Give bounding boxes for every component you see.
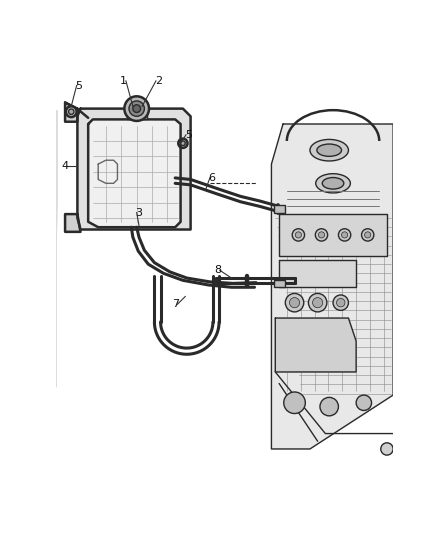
Text: 7: 7	[172, 299, 179, 309]
Polygon shape	[56, 119, 57, 308]
Polygon shape	[56, 127, 57, 383]
Polygon shape	[56, 135, 57, 296]
Polygon shape	[56, 124, 57, 302]
Circle shape	[295, 232, 301, 238]
Circle shape	[320, 398, 339, 416]
Circle shape	[339, 229, 351, 241]
Polygon shape	[56, 113, 57, 322]
Ellipse shape	[317, 144, 342, 156]
Ellipse shape	[316, 174, 350, 193]
Circle shape	[69, 109, 74, 115]
Polygon shape	[88, 119, 180, 227]
Polygon shape	[56, 110, 57, 340]
Polygon shape	[56, 110, 57, 345]
Circle shape	[178, 139, 187, 148]
Circle shape	[284, 392, 305, 414]
Polygon shape	[56, 111, 57, 328]
Polygon shape	[279, 214, 387, 256]
Circle shape	[66, 106, 77, 117]
Circle shape	[308, 294, 327, 312]
Circle shape	[313, 297, 323, 308]
Polygon shape	[56, 110, 57, 337]
Polygon shape	[56, 110, 57, 343]
Polygon shape	[56, 110, 57, 334]
Text: 5: 5	[185, 130, 192, 140]
Polygon shape	[56, 133, 57, 386]
Circle shape	[381, 443, 393, 455]
Polygon shape	[56, 113, 57, 360]
Polygon shape	[56, 115, 57, 317]
Polygon shape	[56, 119, 57, 374]
Polygon shape	[56, 114, 57, 362]
Polygon shape	[56, 141, 57, 387]
Polygon shape	[56, 127, 57, 300]
Polygon shape	[56, 121, 57, 376]
Text: 1: 1	[120, 76, 127, 86]
Text: 8: 8	[214, 265, 221, 276]
Polygon shape	[56, 123, 57, 304]
Polygon shape	[56, 111, 57, 351]
Polygon shape	[56, 121, 57, 306]
Circle shape	[124, 96, 149, 121]
Polygon shape	[56, 131, 57, 385]
Bar	[127, 109, 147, 119]
Polygon shape	[56, 139, 57, 387]
Circle shape	[336, 298, 345, 307]
Polygon shape	[276, 318, 356, 372]
Polygon shape	[56, 118, 57, 310]
Text: 6: 6	[208, 173, 215, 183]
Circle shape	[292, 229, 304, 241]
Polygon shape	[56, 131, 57, 297]
Polygon shape	[56, 139, 57, 295]
Polygon shape	[56, 130, 57, 298]
Text: 2: 2	[155, 76, 162, 86]
Text: 5: 5	[75, 80, 82, 91]
Polygon shape	[56, 130, 57, 384]
Polygon shape	[56, 112, 57, 357]
Polygon shape	[56, 126, 57, 301]
Polygon shape	[56, 116, 57, 368]
Polygon shape	[56, 115, 57, 365]
Circle shape	[361, 229, 374, 241]
Polygon shape	[65, 102, 78, 122]
Polygon shape	[65, 214, 81, 232]
Circle shape	[364, 232, 371, 238]
Polygon shape	[279, 260, 356, 287]
Circle shape	[333, 295, 349, 310]
Polygon shape	[56, 137, 57, 295]
Polygon shape	[56, 141, 57, 295]
Ellipse shape	[310, 140, 349, 161]
Ellipse shape	[322, 177, 344, 189]
Text: 3: 3	[135, 207, 142, 217]
Circle shape	[290, 297, 300, 308]
Polygon shape	[56, 133, 57, 296]
Polygon shape	[78, 109, 191, 230]
Circle shape	[285, 294, 304, 312]
Circle shape	[356, 395, 371, 410]
Polygon shape	[56, 116, 57, 314]
Polygon shape	[56, 124, 57, 380]
Polygon shape	[56, 110, 57, 349]
Circle shape	[180, 141, 185, 146]
Circle shape	[342, 232, 348, 238]
Polygon shape	[56, 114, 57, 320]
Polygon shape	[272, 124, 393, 449]
Bar	[274, 205, 285, 213]
Circle shape	[129, 101, 145, 116]
Polygon shape	[56, 111, 57, 354]
Circle shape	[318, 232, 325, 238]
Text: 4: 4	[61, 160, 69, 171]
Polygon shape	[56, 111, 57, 331]
Polygon shape	[56, 118, 57, 372]
Polygon shape	[56, 135, 57, 386]
Bar	[274, 280, 285, 287]
Polygon shape	[56, 123, 57, 378]
Polygon shape	[56, 112, 57, 325]
Polygon shape	[56, 117, 57, 370]
Polygon shape	[56, 117, 57, 312]
Circle shape	[133, 105, 141, 112]
Polygon shape	[56, 137, 57, 387]
Polygon shape	[56, 126, 57, 382]
Circle shape	[315, 229, 328, 241]
